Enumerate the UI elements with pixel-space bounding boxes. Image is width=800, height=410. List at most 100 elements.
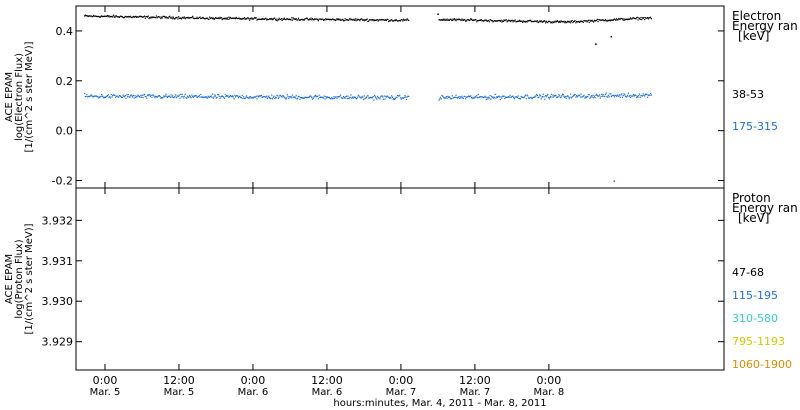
data-point (493, 96, 496, 98)
data-point (361, 18, 363, 20)
data-point (525, 98, 527, 100)
data-point (308, 96, 311, 98)
data-point (638, 17, 641, 20)
data-point (565, 22, 567, 24)
data-point (581, 96, 584, 98)
data-point (217, 93, 220, 96)
data-point (516, 96, 518, 98)
data-point (444, 97, 446, 99)
data-point (599, 19, 601, 21)
data-point (118, 16, 120, 18)
data-point (92, 14, 95, 17)
data-point (253, 96, 255, 98)
data-point (382, 19, 384, 21)
data-point (490, 19, 492, 21)
data-point (129, 15, 132, 17)
data-point (460, 97, 462, 99)
data-point (241, 94, 243, 97)
data-point (604, 93, 607, 96)
data-point (406, 18, 408, 20)
data-point (257, 96, 260, 98)
data-point (384, 19, 386, 21)
data-point (622, 19, 624, 21)
data-point (321, 96, 323, 98)
data-point (546, 21, 548, 23)
data-point (512, 21, 514, 23)
data-point (615, 18, 618, 20)
data-point (482, 96, 484, 98)
data-point (613, 18, 615, 20)
data-point (499, 98, 502, 101)
data-point (291, 19, 294, 21)
data-point (338, 96, 340, 98)
data-point (206, 17, 209, 19)
data-point (513, 20, 516, 22)
data-point (172, 95, 174, 97)
data-point (317, 19, 319, 21)
data-point (547, 93, 549, 96)
data-point (442, 19, 444, 21)
data-point (120, 15, 122, 17)
data-point (274, 97, 276, 100)
data-point (157, 16, 159, 18)
data-point (470, 97, 473, 99)
data-point (366, 95, 368, 97)
data-point (355, 20, 357, 22)
data-point (162, 97, 164, 99)
data-point (399, 97, 402, 99)
data-point (623, 18, 625, 20)
data-point (402, 97, 404, 99)
data-point (199, 96, 201, 98)
data-point (257, 18, 260, 20)
data-point (178, 94, 180, 96)
data-point (223, 96, 225, 98)
data-point (199, 16, 201, 18)
data-point (123, 16, 126, 18)
data-point (343, 96, 345, 99)
data-point (544, 98, 546, 100)
data-point (145, 15, 147, 18)
data-point (390, 97, 392, 99)
data-point (573, 20, 576, 22)
data-point (507, 96, 510, 98)
data-point (547, 21, 549, 24)
data-point (592, 20, 594, 22)
data-point (492, 96, 494, 98)
data-point (288, 18, 291, 20)
data-point (371, 19, 373, 21)
data-point (103, 97, 105, 99)
data-point (114, 94, 116, 96)
data-point (244, 98, 246, 100)
data-point (189, 96, 192, 98)
data-point (497, 19, 499, 22)
data-point (359, 96, 361, 98)
data-point (489, 94, 491, 97)
data-point (100, 15, 102, 18)
data-point (247, 97, 249, 99)
data-point (175, 17, 177, 19)
data-point (551, 96, 553, 98)
data-point (467, 19, 469, 21)
data-point (222, 17, 224, 19)
data-point (243, 96, 245, 98)
data-point (308, 96, 310, 98)
data-point (441, 94, 443, 97)
x-tick-label-time: 0:00 (241, 374, 266, 387)
data-point (163, 96, 166, 98)
data-point (138, 16, 140, 18)
data-point (601, 19, 604, 21)
data-point (539, 94, 541, 96)
data-point (585, 20, 587, 22)
data-point (134, 95, 136, 97)
data-point (583, 19, 585, 22)
data-point (125, 97, 127, 100)
data-point (200, 96, 203, 98)
data-point (619, 96, 621, 98)
data-point (186, 17, 189, 19)
data-point (264, 18, 266, 20)
data-point (405, 98, 408, 100)
data-point (86, 93, 88, 96)
data-point (596, 18, 598, 20)
data-point (633, 17, 635, 20)
data-point (338, 19, 340, 21)
